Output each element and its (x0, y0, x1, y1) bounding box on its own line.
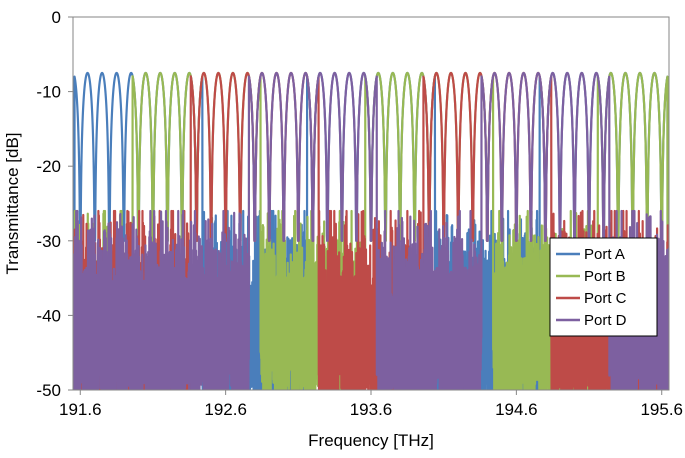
y-tick-label: -40 (36, 306, 61, 325)
y-axis-title: Transmittance [dB] (3, 132, 22, 274)
legend: Port A Port B Port C Port D (549, 237, 658, 337)
legend-label: Port B (584, 268, 626, 285)
series-lines (73, 71, 669, 390)
x-tick-label: 192.6 (204, 400, 247, 419)
y-tick-label: -10 (36, 83, 61, 102)
x-tick-label: 195.6 (640, 400, 683, 419)
legend-label: Port A (584, 246, 625, 263)
y-axis-ticks: 0 -10 -20 -30 -40 -50 (36, 8, 73, 400)
y-tick-label: -50 (36, 381, 61, 400)
y-tick-label: -20 (36, 157, 61, 176)
x-axis-ticks: 191.6 192.6 193.6 194.6 195.6 (59, 390, 683, 419)
x-tick-label: 191.6 (59, 400, 102, 419)
x-axis-title: Frequency [THz] (308, 431, 434, 450)
x-tick-label: 193.6 (350, 400, 393, 419)
y-tick-label: 0 (52, 8, 61, 27)
x-tick-label: 194.6 (495, 400, 538, 419)
legend-label: Port D (584, 312, 627, 329)
series-line-port-d (73, 71, 669, 390)
legend-label: Port C (584, 290, 627, 307)
y-tick-label: -30 (36, 232, 61, 251)
